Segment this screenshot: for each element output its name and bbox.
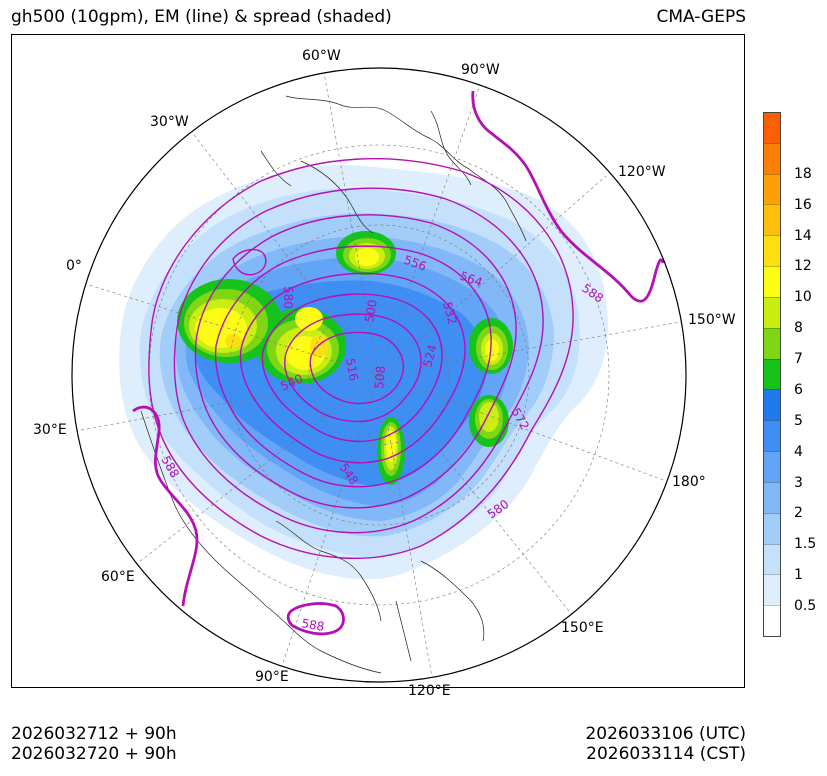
valid-time-utc: 2026033106 (UTC) bbox=[585, 724, 746, 744]
colorbar-tick-label: 1.5 bbox=[794, 536, 817, 553]
colorbar-tick-label: 14 bbox=[794, 227, 812, 244]
longitude-label: 30°W bbox=[150, 114, 189, 130]
init-time: 2026032712 + 90h 2026032720 + 90h bbox=[11, 724, 177, 764]
colorbar-segment bbox=[764, 605, 780, 636]
spread-shading bbox=[119, 165, 608, 580]
colorbar-segment bbox=[764, 204, 780, 236]
colorbar-segment bbox=[764, 543, 780, 575]
contour-label: 588 bbox=[300, 616, 325, 634]
colorbar-tick-label: 7 bbox=[794, 351, 803, 368]
colorbar-segment bbox=[764, 266, 780, 297]
valid-time: 2026033106 (UTC) 2026033114 (CST) bbox=[585, 724, 746, 764]
colorbar-tick-label: 18 bbox=[794, 165, 812, 182]
colorbar-tick-label: 8 bbox=[794, 320, 803, 337]
contour-label: 500 bbox=[362, 299, 380, 324]
colorbar-tick-label: 16 bbox=[794, 196, 812, 213]
longitude-label: 120°W bbox=[618, 164, 666, 180]
colorbar-segment bbox=[764, 481, 780, 513]
colorbar-segment bbox=[764, 112, 780, 143]
contour-label: 508 bbox=[372, 365, 388, 389]
spread-level-12 bbox=[310, 335, 328, 357]
contour-label: 524 bbox=[420, 343, 439, 369]
colorbar-segment bbox=[764, 574, 780, 606]
longitude-label: 150°W bbox=[688, 312, 736, 328]
figure-title-left: gh500 (10gpm), EM (line) & spread (shade… bbox=[11, 7, 392, 27]
longitude-label: 180° bbox=[672, 474, 706, 490]
contour-label: 532 bbox=[440, 300, 459, 326]
map-boundary-circle bbox=[71, 67, 687, 683]
longitude-label: 120°E bbox=[408, 683, 451, 699]
colorbar-segment bbox=[764, 451, 780, 482]
colorbar-segment bbox=[764, 512, 780, 544]
colorbar-segment bbox=[764, 173, 780, 205]
colorbar-tick-label: 10 bbox=[794, 289, 812, 306]
colorbar-tick-label: 2 bbox=[794, 505, 803, 522]
longitude-label: 90°E bbox=[255, 669, 289, 685]
longitude-label: 0° bbox=[66, 258, 82, 274]
init-time-utc: 2026032712 + 90h bbox=[11, 724, 177, 744]
longitude-label: 30°E bbox=[33, 422, 67, 438]
height-contours bbox=[132, 90, 665, 636]
coastlines bbox=[140, 95, 527, 674]
valid-time-cst: 2026033114 (CST) bbox=[586, 744, 746, 764]
colorbar-segment bbox=[764, 358, 780, 390]
spread-colorbar bbox=[763, 112, 781, 637]
colorbar-tick-label: 0.5 bbox=[794, 598, 817, 615]
init-time-cst: 2026032720 + 90h bbox=[11, 744, 177, 764]
longitude-label: 60°W bbox=[302, 48, 341, 64]
colorbar-segment bbox=[764, 420, 780, 452]
colorbar-segment bbox=[764, 389, 780, 421]
colorbar-segment bbox=[764, 296, 780, 328]
colorbar-tick-label: 3 bbox=[794, 474, 803, 491]
colorbar-tick-label: 1 bbox=[794, 567, 803, 584]
longitude-label: 150°E bbox=[561, 620, 604, 636]
polar-map: 556 564 588 580 500 532 516 508 524 540 … bbox=[71, 67, 687, 683]
colorbar-segment bbox=[764, 327, 780, 359]
longitude-label: 60°E bbox=[101, 569, 135, 585]
colorbar-tick-label: 12 bbox=[794, 258, 812, 275]
longitude-label: 90°W bbox=[461, 62, 500, 78]
map-frame: 556 564 588 580 500 532 516 508 524 540 … bbox=[11, 34, 745, 688]
colorbar-tick-label: 4 bbox=[794, 443, 803, 460]
colorbar-tick-label: 5 bbox=[794, 412, 803, 429]
colorbar-segment bbox=[764, 235, 780, 267]
contour-label: 580 bbox=[281, 286, 295, 309]
colorbar-tick-label: 6 bbox=[794, 381, 803, 398]
figure-title-right: CMA-GEPS bbox=[656, 7, 746, 27]
contour-label: 516 bbox=[343, 357, 361, 382]
colorbar-segment bbox=[764, 142, 780, 174]
